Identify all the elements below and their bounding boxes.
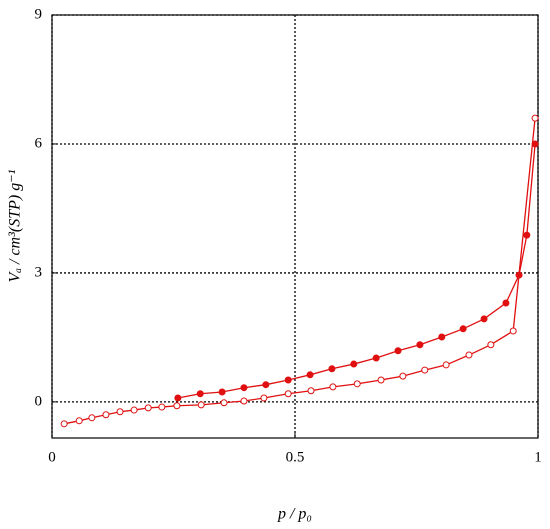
data-point (399, 372, 407, 380)
y-tick-label: 6 (35, 135, 43, 151)
data-point (438, 333, 446, 341)
data-point (306, 371, 314, 379)
data-point (421, 366, 429, 374)
y-tick-label: 3 (35, 264, 43, 280)
data-point (102, 411, 110, 419)
data-point (372, 354, 380, 362)
data-point (394, 347, 402, 355)
data-point (328, 365, 336, 373)
data-point (442, 361, 450, 369)
plot-frame (51, 14, 539, 439)
data-point (523, 231, 531, 239)
data-point (284, 376, 292, 384)
series-line (64, 118, 536, 425)
data-point (377, 376, 385, 384)
data-point (353, 380, 361, 388)
data-point (218, 388, 226, 396)
data-point (130, 406, 138, 414)
x-axis-title: p / p₀ (277, 506, 312, 523)
data-point (350, 360, 358, 368)
y-tick-label: 9 (35, 6, 43, 22)
data-point (284, 390, 292, 398)
data-point (465, 351, 473, 359)
data-point (307, 387, 315, 395)
data-point (260, 394, 268, 402)
data-point (502, 299, 510, 307)
series-line (177, 143, 536, 399)
data-point (174, 394, 182, 402)
x-tick-label: 0 (48, 449, 56, 465)
data-point (262, 381, 270, 389)
data-point (144, 404, 152, 412)
y-axis-title: Vₐ / cm³(STP) g⁻¹ (7, 169, 24, 282)
data-point (88, 414, 96, 422)
data-point (480, 315, 488, 323)
data-point (196, 390, 204, 398)
data-point (220, 399, 228, 407)
data-point (240, 397, 248, 405)
data-point (60, 420, 68, 428)
data-point (515, 271, 523, 279)
data-point (487, 341, 495, 349)
data-point (531, 114, 539, 122)
data-point (75, 417, 83, 425)
data-point (197, 401, 205, 409)
y-tick-label: 0 (35, 393, 43, 409)
data-point (116, 408, 124, 416)
data-point (459, 325, 467, 333)
data-point (531, 140, 539, 148)
data-point (329, 383, 337, 391)
data-point (416, 341, 424, 349)
data-point (173, 402, 181, 410)
x-tick-label: 1 (534, 449, 542, 465)
data-point (240, 384, 248, 392)
data-point (509, 327, 517, 335)
x-tick-label: 0.5 (286, 449, 305, 465)
data-point (158, 403, 166, 411)
